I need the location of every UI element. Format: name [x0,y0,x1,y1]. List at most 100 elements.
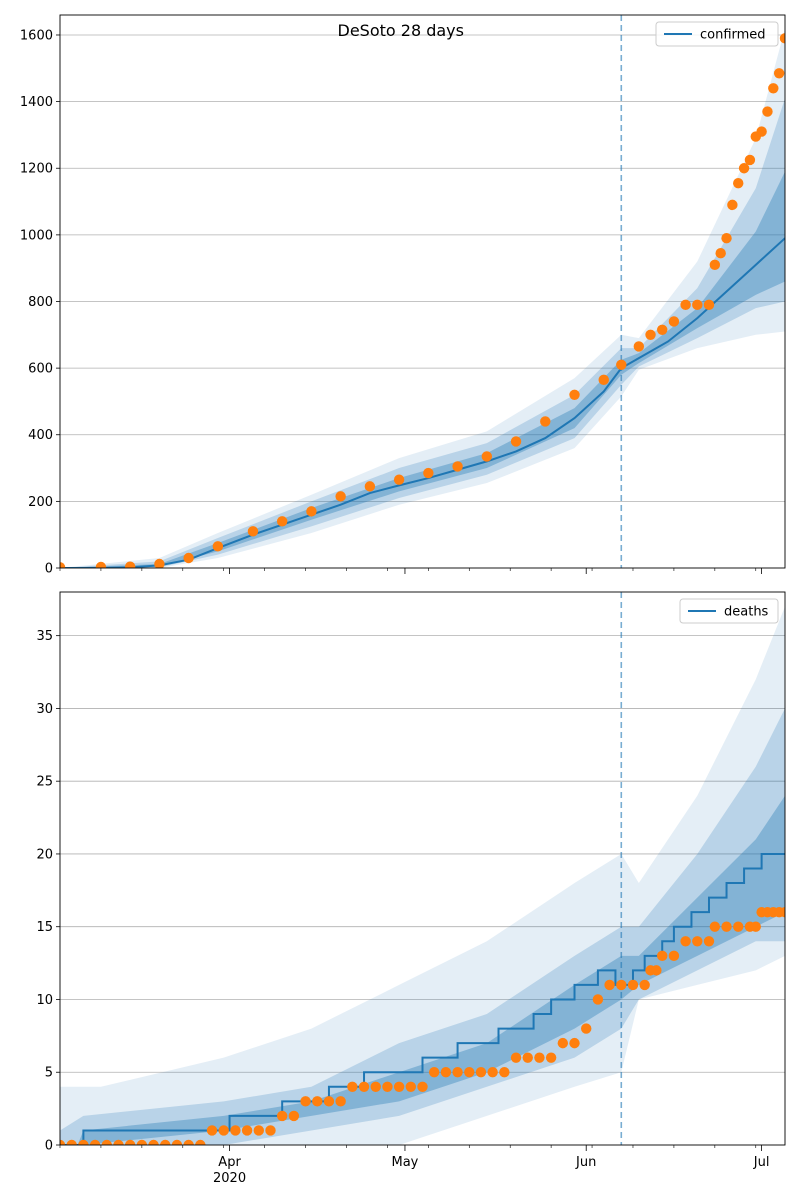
bottom-observed-point [592,994,604,1005]
top-observed-point [756,126,767,137]
bottom-x-tick-label: Jun [575,1155,596,1170]
bottom-uncertainty-band [60,606,785,1145]
bottom-observed-point [428,1067,440,1078]
top-observed-point [768,83,779,94]
top-observed-point [744,154,756,166]
bottom-observed-point [709,921,721,932]
bottom-observed-point [750,921,761,932]
bottom-observed-point [358,1081,370,1092]
top-axes-frame [59,14,786,569]
bottom-plot-area [60,592,785,1145]
top-observed-point [715,247,726,259]
bottom-y-tick-label: 5 [45,1066,53,1081]
bottom-observed-point [218,1125,229,1136]
bottom-observed-point [241,1125,253,1136]
top-observed-point [183,552,194,564]
top-observed-point [569,389,580,400]
bottom-x-tick-label: Apr [218,1155,241,1170]
bottom-legend-box [679,598,779,624]
top-observed-point [703,299,715,311]
bottom-observed-point [160,1139,171,1145]
top-observed-point [598,374,609,385]
bottom-observed-point [417,1081,428,1092]
bottom-observed-point [545,1052,557,1063]
bottom-observed-point [440,1067,452,1078]
top-panel: 0 200 400 600 800 1000 1200 1400 1600 DeSoto 28 d… [20,14,786,577]
bottom-observed-point [692,936,703,947]
top-observed-point [727,199,738,211]
bottom-observed-point [382,1081,393,1092]
bottom-observed-point [604,979,615,991]
bottom-observed-point [265,1125,276,1136]
bottom-observed-point [581,1023,592,1034]
top-legend-box [655,21,779,47]
bottom-observed-point [464,1067,475,1078]
bottom-observed-point [171,1139,183,1145]
top-observed-point [733,178,744,189]
top-y-tick-label: 1600 [20,28,53,43]
bottom-observed-point [405,1081,417,1092]
bottom-observed-point [703,936,715,947]
bottom-observed-point [183,1139,194,1145]
top-observed-point [762,106,773,117]
bottom-axes-frame [59,591,786,1146]
top-plot-area [60,15,785,568]
bottom-observed-point [393,1081,405,1092]
bottom-observed-point [148,1139,159,1145]
bottom-observed-point [779,906,785,918]
bottom-observed-point [323,1096,335,1107]
top-observed-point [540,416,551,427]
top-observed-point [773,68,785,79]
top-y-tick-label: 0 [45,562,53,577]
bottom-observed-point [651,965,662,976]
top-observed-point [393,474,405,485]
top-observed-point [452,461,463,472]
top-y-tick-label: 200 [28,495,53,510]
bottom-observed-point [230,1125,241,1136]
bottom-y-tick-label: 35 [36,629,53,644]
bottom-observed-point [639,979,650,991]
bottom-observed-point [627,979,639,991]
bottom-observed-point [124,1139,136,1145]
top-y-tick-label: 400 [28,428,53,443]
top-legend: confirmed [655,21,779,47]
bottom-observed-point [136,1139,148,1145]
bottom-y-tick-label: 15 [36,920,53,935]
bottom-observed-point [522,1052,533,1063]
bottom-x-tick-label: Jul [753,1155,770,1170]
bottom-uncertainty-band [60,708,785,1145]
bottom-observed-point [288,1110,300,1122]
top-legend-label: confirmed [700,28,766,43]
bottom-observed-point [680,936,691,947]
bottom-observed-point [370,1081,381,1092]
bottom-observed-point [733,921,744,932]
bottom-observed-point [60,1139,66,1145]
top-y-tick-label: 800 [28,295,53,310]
bottom-observed-point [510,1052,522,1063]
top-observed-point [95,561,107,568]
top-uncertainty-band [60,28,785,568]
bottom-observed-point [534,1052,545,1063]
bottom-legend: deaths [679,598,779,624]
bottom-observed-point [276,1110,288,1122]
bottom-observed-point [312,1096,323,1107]
top-observed-point [657,324,668,336]
top-observed-point [721,232,732,244]
bottom-observed-point [657,950,668,962]
bottom-observed-point [206,1125,218,1136]
bottom-observed-point [101,1139,112,1145]
bottom-observed-point [487,1067,498,1078]
top-observed-point [738,163,750,174]
bottom-observed-point [557,1037,569,1049]
top-observed-point [680,299,691,311]
bottom-observed-point [569,1037,580,1049]
top-observed-point [154,558,165,568]
top-observed-point [335,491,346,502]
top-observed-point [212,541,224,552]
bottom-observed-point [113,1139,124,1145]
bottom-observed-point [721,921,732,932]
top-observed-point [692,299,703,311]
